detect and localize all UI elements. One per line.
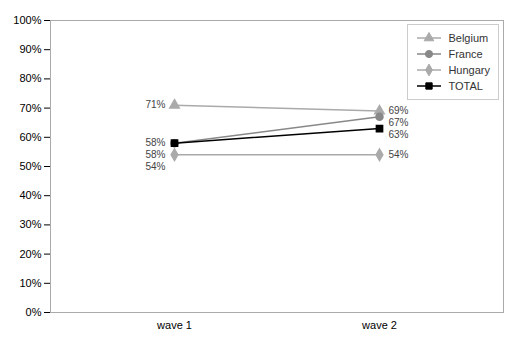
svg-text:70%: 70% — [19, 102, 41, 114]
svg-text:wave 1: wave 1 — [156, 319, 192, 331]
svg-text:69%: 69% — [389, 105, 409, 116]
svg-text:10%: 10% — [19, 277, 41, 289]
svg-text:67%: 67% — [389, 117, 409, 128]
svg-text:80%: 80% — [19, 72, 41, 84]
html-text:France: France — [448, 48, 483, 60]
svg-text:30%: 30% — [19, 218, 41, 230]
svg-text:60%: 60% — [19, 131, 41, 143]
svg-text:wave 2: wave 2 — [361, 319, 397, 331]
html-text:Hungary: Hungary — [448, 64, 490, 76]
svg-text:54%: 54% — [389, 149, 409, 160]
svg-text:90%: 90% — [19, 43, 41, 55]
html-text:Belgium: Belgium — [448, 32, 489, 44]
svg-text:100%: 100% — [13, 14, 41, 26]
svg-text:50%: 50% — [19, 160, 41, 172]
svg-text:63%: 63% — [389, 129, 409, 140]
svg-text:71%: 71% — [145, 99, 165, 110]
svg-text:20%: 20% — [19, 248, 41, 260]
svg-text:58%: 58% — [145, 137, 165, 148]
svg-text:0%: 0% — [26, 306, 42, 318]
html-text:TOTAL: TOTAL — [448, 80, 483, 92]
svg-text:54%: 54% — [145, 161, 165, 172]
svg-text:58%: 58% — [145, 149, 165, 160]
svg-text:40%: 40% — [19, 189, 41, 201]
